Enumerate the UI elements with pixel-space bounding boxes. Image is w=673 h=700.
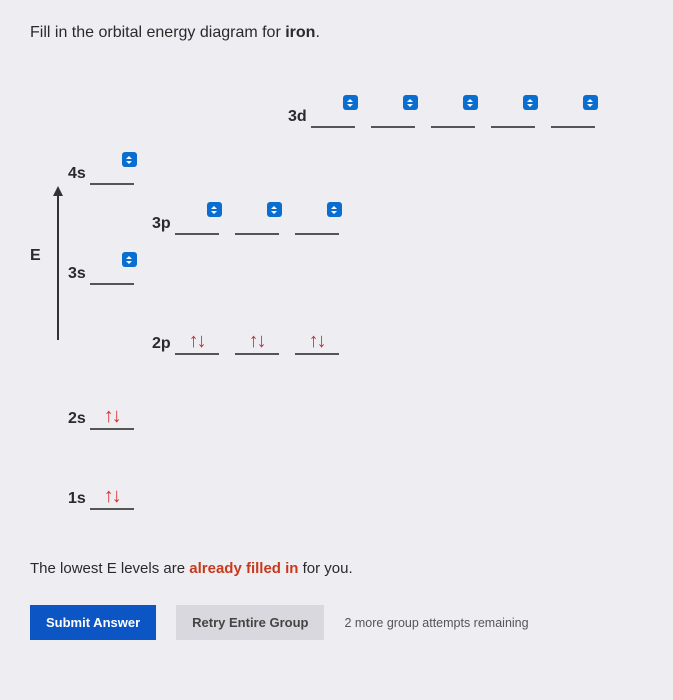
orbital-1s-1 xyxy=(90,482,134,510)
note-highlight: already filled in xyxy=(189,560,298,577)
stepper-icon[interactable] xyxy=(343,95,358,110)
submit-button[interactable]: Submit Answer xyxy=(30,605,156,640)
note-after: for you. xyxy=(298,560,352,577)
stepper-icon[interactable] xyxy=(267,202,282,217)
orbital-3d-5[interactable] xyxy=(551,100,595,128)
orbital-3d-4[interactable] xyxy=(491,100,535,128)
stepper-icon[interactable] xyxy=(463,95,478,110)
retry-button[interactable]: Retry Entire Group xyxy=(176,605,324,640)
label-4s: 4s xyxy=(68,165,86,185)
level-1s: 1s xyxy=(68,482,134,510)
orbital-2p-3 xyxy=(295,327,339,355)
orbital-4s-1[interactable] xyxy=(90,157,134,185)
orbital-2s-1 xyxy=(90,402,134,430)
orbital-3p-3[interactable] xyxy=(295,207,339,235)
orbital-diagram: E 3d 4s 3p xyxy=(30,82,643,552)
energy-axis xyxy=(44,192,64,342)
stepper-icon[interactable] xyxy=(327,202,342,217)
label-1s: 1s xyxy=(68,490,86,510)
orbital-3p-1[interactable] xyxy=(175,207,219,235)
prompt-after: . xyxy=(315,24,319,41)
stepper-icon[interactable] xyxy=(583,95,598,110)
prompt-element: iron xyxy=(285,24,315,41)
orbital-2p-2 xyxy=(235,327,279,355)
helper-note: The lowest E levels are already filled i… xyxy=(30,560,643,577)
stepper-icon[interactable] xyxy=(523,95,538,110)
stepper-icon[interactable] xyxy=(122,152,137,167)
stepper-icon[interactable] xyxy=(122,252,137,267)
prompt-before: Fill in the orbital energy diagram for xyxy=(30,24,285,41)
stepper-icon[interactable] xyxy=(403,95,418,110)
label-2p: 2p xyxy=(152,335,171,355)
orbital-3d-3[interactable] xyxy=(431,100,475,128)
level-4s: 4s xyxy=(68,157,134,185)
level-2p: 2p xyxy=(152,327,339,355)
footer: Submit Answer Retry Entire Group 2 more … xyxy=(30,605,643,640)
orbital-3d-1[interactable] xyxy=(311,100,355,128)
question-prompt: Fill in the orbital energy diagram for i… xyxy=(30,24,643,42)
level-3p: 3p xyxy=(152,207,339,235)
energy-axis-label: E xyxy=(30,247,41,265)
level-3s: 3s xyxy=(68,257,134,285)
orbital-2p-1 xyxy=(175,327,219,355)
attempts-remaining: 2 more group attempts remaining xyxy=(344,616,528,630)
orbital-3s-1[interactable] xyxy=(90,257,134,285)
level-2s: 2s xyxy=(68,402,134,430)
label-3p: 3p xyxy=(152,215,171,235)
orbital-3d-2[interactable] xyxy=(371,100,415,128)
stepper-icon[interactable] xyxy=(207,202,222,217)
label-3d: 3d xyxy=(288,108,307,128)
level-3d: 3d xyxy=(288,100,595,128)
label-3s: 3s xyxy=(68,265,86,285)
note-before: The lowest E levels are xyxy=(30,560,189,577)
label-2s: 2s xyxy=(68,410,86,430)
orbital-3p-2[interactable] xyxy=(235,207,279,235)
